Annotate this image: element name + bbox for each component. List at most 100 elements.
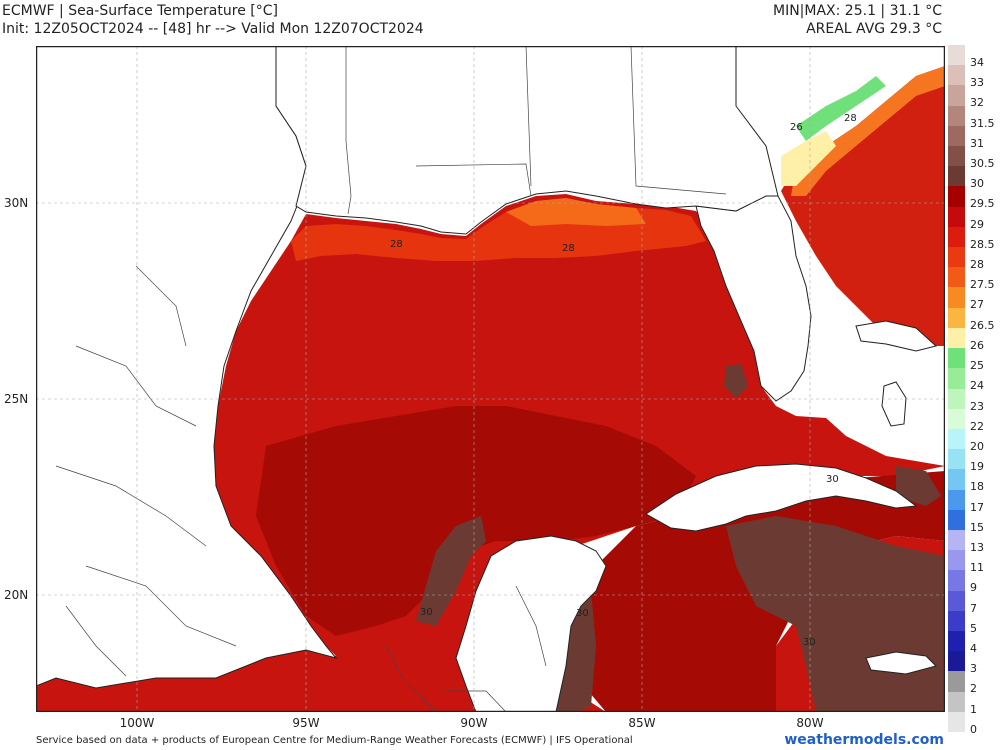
lat-label-30n: 30N xyxy=(4,196,29,210)
colorbar-label: 15 xyxy=(970,520,984,534)
minmax-readout: MIN|MAX: 25.1 | 31.1 °C xyxy=(773,3,942,19)
colorbar-label: 2 xyxy=(970,682,977,696)
andros-island xyxy=(881,381,907,427)
bahamas-north xyxy=(855,320,938,352)
colorbar-swatch xyxy=(948,651,965,672)
colorbar-label: 25 xyxy=(970,359,984,373)
colorbar-swatch xyxy=(948,247,965,268)
contour-label: 30 xyxy=(826,474,839,485)
colorbar-swatch xyxy=(948,469,965,491)
colorbar-swatch xyxy=(948,65,965,86)
colorbar-label: 28.5 xyxy=(970,237,995,251)
colorbar-label: 34 xyxy=(970,56,984,69)
footer-credit: Service based on data + products of Euro… xyxy=(36,735,633,746)
contour-label: 30 xyxy=(576,608,589,619)
colorbar-swatch xyxy=(948,85,965,107)
hot-yucatan-east xyxy=(556,591,596,712)
colorbar-swatch xyxy=(948,206,965,228)
colorbar-swatch xyxy=(948,348,965,369)
contour-label: 30 xyxy=(420,607,433,618)
colorbar-label: 26 xyxy=(970,338,984,352)
atlantic-cool-band xyxy=(791,66,945,196)
colorbar-swatch xyxy=(948,449,965,470)
colorbar-label: 27 xyxy=(970,298,984,312)
colorbar-label: 22 xyxy=(970,419,984,433)
colorbar-label: 30 xyxy=(970,177,984,191)
colorbar-swatch xyxy=(948,388,965,410)
colorbar-swatch xyxy=(948,327,965,349)
colorbar-swatch xyxy=(948,307,965,329)
colorbar-swatch xyxy=(948,711,965,733)
colorbar-label: 27.5 xyxy=(970,278,995,292)
contour-label: 28 xyxy=(562,243,575,254)
colorbar-label: 33 xyxy=(970,76,984,90)
contour-label: 30 xyxy=(803,637,816,648)
lon-label-90w: 90W xyxy=(460,716,488,730)
lon-label-85w: 85W xyxy=(628,716,656,730)
hot-yucatan-west xyxy=(416,516,486,626)
colorbar-swatch xyxy=(948,105,965,127)
colorbar-swatch xyxy=(948,287,965,309)
colorbar-swatch xyxy=(948,529,965,551)
lon-label-100w: 100W xyxy=(119,716,155,730)
colorbar-swatch xyxy=(948,428,965,450)
colorbar-label: 5 xyxy=(970,621,977,635)
colorbar-label: 1 xyxy=(970,702,977,716)
colorbar-label: 4 xyxy=(970,641,977,655)
colorbar-label: 29 xyxy=(970,217,984,231)
contour-label: 26 xyxy=(790,122,803,133)
colorbar-label: 32 xyxy=(970,96,984,110)
sst-map: 28 28 26 28 30 30 30 30 xyxy=(36,46,945,712)
colorbar-label: 29.5 xyxy=(970,197,995,211)
colorbar-swatch xyxy=(948,186,965,208)
colorbar-swatch xyxy=(948,267,965,288)
colorbar-swatch xyxy=(948,408,965,430)
colorbar-swatch xyxy=(948,671,965,693)
colorbar-label: 31 xyxy=(970,136,984,150)
colorbar-label: 7 xyxy=(970,601,977,615)
colorbar-label: 31.5 xyxy=(970,116,995,130)
colorbar-label: 0 xyxy=(970,722,977,736)
colorbar-label: 19 xyxy=(970,460,984,474)
colorbar-swatch xyxy=(948,368,965,389)
colorbar-swatch xyxy=(948,630,965,652)
colorbar-label: 11 xyxy=(970,561,984,575)
colorbar-swatch xyxy=(948,489,965,511)
colorbar-label: 17 xyxy=(970,500,984,514)
colorbar-label: 3 xyxy=(970,662,977,676)
colorbar-label: 9 xyxy=(970,581,977,595)
hot-bahamas xyxy=(896,466,941,506)
brand-link[interactable]: weathermodels.com xyxy=(784,732,944,748)
colorbar-swatch xyxy=(948,146,965,167)
colorbar-label: 26.5 xyxy=(970,318,995,332)
colorbar-label: 13 xyxy=(970,540,984,554)
jamaica xyxy=(865,651,937,675)
colorbar-swatch xyxy=(948,570,965,592)
colorbar-swatch xyxy=(948,509,965,531)
boundaries xyxy=(55,46,727,712)
atlantic-cool-25 xyxy=(796,76,886,141)
colorbar-swatch xyxy=(948,610,965,632)
atlantic-water xyxy=(781,66,945,346)
colorbar-label: 28 xyxy=(970,258,984,272)
map-canvas xyxy=(36,46,945,712)
lon-label-95w: 95W xyxy=(292,716,320,730)
cuba xyxy=(645,463,918,532)
colorbar-swatch xyxy=(948,226,965,248)
areal-avg-readout: AREAL AVG 29.3 °C xyxy=(806,21,942,37)
contour-label: 28 xyxy=(390,239,403,250)
atlantic-cool-26 xyxy=(781,131,836,186)
lat-label-25n: 25N xyxy=(4,392,29,406)
gridlines xyxy=(36,46,945,712)
colorbar-swatch xyxy=(948,590,965,612)
contour-label: 28 xyxy=(844,113,857,124)
colorbar-label: 23 xyxy=(970,399,984,413)
north-shelf-27 xyxy=(506,198,646,226)
colorbar-label: 24 xyxy=(970,379,984,393)
colorbar-swatch xyxy=(948,45,965,66)
colorbar-label: 20 xyxy=(970,439,984,453)
map-frame xyxy=(36,46,945,712)
colorbar-swatch xyxy=(948,125,965,147)
colorbar-swatch xyxy=(948,550,965,571)
colorbar-swatch xyxy=(948,166,965,187)
